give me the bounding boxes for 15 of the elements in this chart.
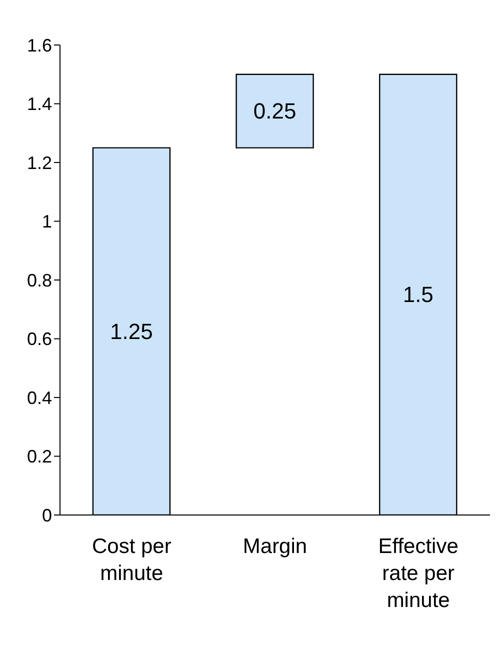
y-tick-label: 0.4 (26, 388, 52, 408)
y-tick-label: 0.8 (26, 270, 52, 290)
y-tick-label: 0.6 (26, 329, 52, 350)
y-tick-label: 0.2 (26, 446, 52, 467)
data-label: 1.25 (110, 318, 153, 344)
y-tick-label: 1.4 (26, 94, 52, 114)
x-tick-label: Cost per minute (92, 535, 172, 585)
data-label: 0.25 (253, 98, 296, 124)
x-tick-label: Margin (242, 535, 308, 558)
x-tick-label: Effective rate per minute (378, 535, 458, 612)
y-tick-label: 0 (42, 505, 52, 526)
y-tick-label: 1.6 (26, 35, 52, 56)
y-tick-label: 1 (42, 212, 52, 232)
y-tick-label: 1.2 (26, 152, 52, 173)
data-label: 1.5 (402, 282, 434, 308)
